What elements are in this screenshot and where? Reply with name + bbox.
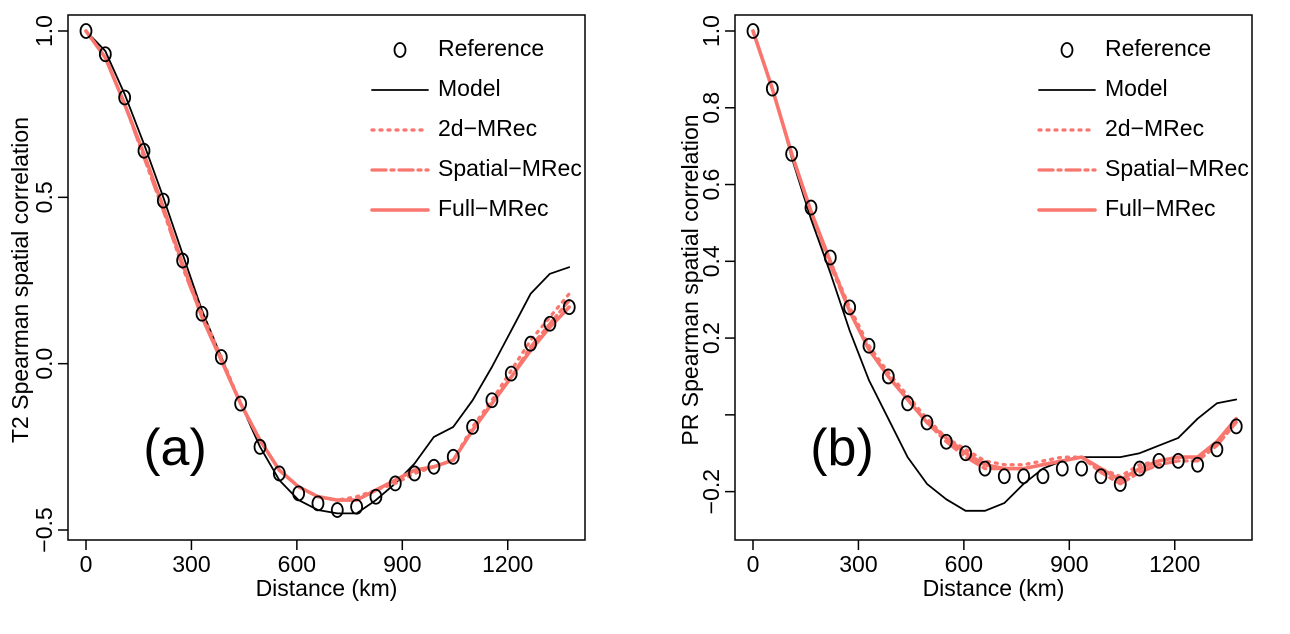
reference-point [156,192,170,209]
reference-point [446,448,460,465]
series-line-solid-thick [751,29,1238,482]
reference-point [881,368,895,385]
x-tick-label: 0 [80,551,93,577]
legend-label: Reference [1105,35,1211,61]
reference-point [195,305,209,322]
reference-point [1191,456,1204,473]
panel-a: 0 300 600 900 1200 −0.5 0.0 0.5 1.0 Distance (km)… [7,14,586,601]
reference-point [176,252,190,269]
x-tick-label: 600 [945,551,983,577]
reference-point [823,249,837,266]
y-tick-label: 0.4 [698,245,724,277]
y-tick-label: −0.5 [31,507,57,552]
reference-point [137,142,151,159]
x-tick-label: 1200 [482,551,533,577]
y-axis-title: PR Spearman spatial correlation [677,114,703,445]
reference-point [311,495,325,512]
reference-point [1229,418,1243,435]
legend-label: 2d−MRec [438,115,537,141]
reference-point [118,89,132,106]
reference-point [214,349,228,365]
reference-point [1133,460,1146,477]
reference-point [1210,441,1224,458]
x-tick-label: 300 [172,551,210,577]
panel-label: (a) [143,419,207,477]
panel-b: 0 300 600 900 1200 −0.2 0.2 0.4 0.6 0.8 1.0 Distanc… [677,14,1253,601]
reference-point [350,498,364,515]
reference-point [1171,453,1185,469]
reference-point [1152,453,1166,469]
legend-label: Model [1105,75,1168,101]
reference-point [1036,468,1050,485]
reference-point [330,502,344,518]
y-tick-label: −0.2 [698,469,724,514]
y-tick-label: 1.0 [31,15,57,47]
panel-label: (b) [810,419,874,477]
series-line-solid-thick [84,29,572,502]
plot-frame [734,14,1253,541]
legend-label: Full−MRec [438,195,549,221]
legend-key-reference [393,42,407,58]
x-tick-label: 300 [839,551,877,577]
reference-point [997,468,1011,485]
reference-point [939,433,953,450]
series-line-solid-thin [752,30,1238,512]
y-axis-title: T2 Spearman spatial correlation [7,117,33,443]
x-tick-label: 900 [1050,551,1088,577]
reference-point [504,365,518,382]
reference-point [746,23,760,39]
reference-point [959,445,973,462]
x-tick-label: 1200 [1149,551,1200,577]
reference-point [272,465,286,482]
reference-point [1094,468,1108,485]
reference-point [234,395,248,412]
reference-point [524,335,537,352]
reference-point [388,475,402,492]
x-axis-title: Distance (km) [256,575,398,601]
legend-label: Spatial−MRec [438,155,582,181]
y-tick-label: 0.2 [698,322,724,354]
y-tick-label: 0.8 [698,92,724,124]
y-tick-label: 0.6 [698,169,724,201]
legend-label: Spatial−MRec [1105,155,1249,181]
reference-point [862,337,876,354]
reference-point [98,46,112,63]
reference-point [1017,468,1031,485]
legend-key-reference [1060,42,1074,58]
reference-point [485,392,499,409]
reference-point [1055,460,1069,477]
plot-frame [67,14,586,541]
reference-point [901,395,915,412]
reference-point [978,460,992,477]
reference-point [804,199,818,216]
reference-point [408,465,422,482]
reference-point [466,418,479,435]
reference-point [920,414,934,431]
reference-point [369,488,383,505]
y-tick-label: 0.0 [31,348,57,380]
reference-point [785,145,799,162]
reference-point [543,315,557,332]
reference-point [1075,460,1089,477]
y-tick-label: 1.0 [698,15,724,47]
legend-label: Reference [438,35,544,61]
x-tick-label: 600 [278,551,316,577]
legend-label: 2d−MRec [1105,115,1204,141]
reference-point [562,299,576,316]
reference-point [292,485,306,502]
reference-point [843,299,857,316]
legend-label: Model [438,75,501,101]
y-tick-label: 0.5 [31,181,57,213]
reference-point [79,23,93,39]
reference-point [765,80,779,97]
x-tick-label: 0 [747,551,760,577]
x-tick-label: 900 [383,551,421,577]
x-axis-title: Distance (km) [923,575,1065,601]
reference-point [253,438,267,455]
legend-label: Full−MRec [1105,195,1216,221]
reference-point [1113,476,1127,492]
reference-point [427,458,441,475]
